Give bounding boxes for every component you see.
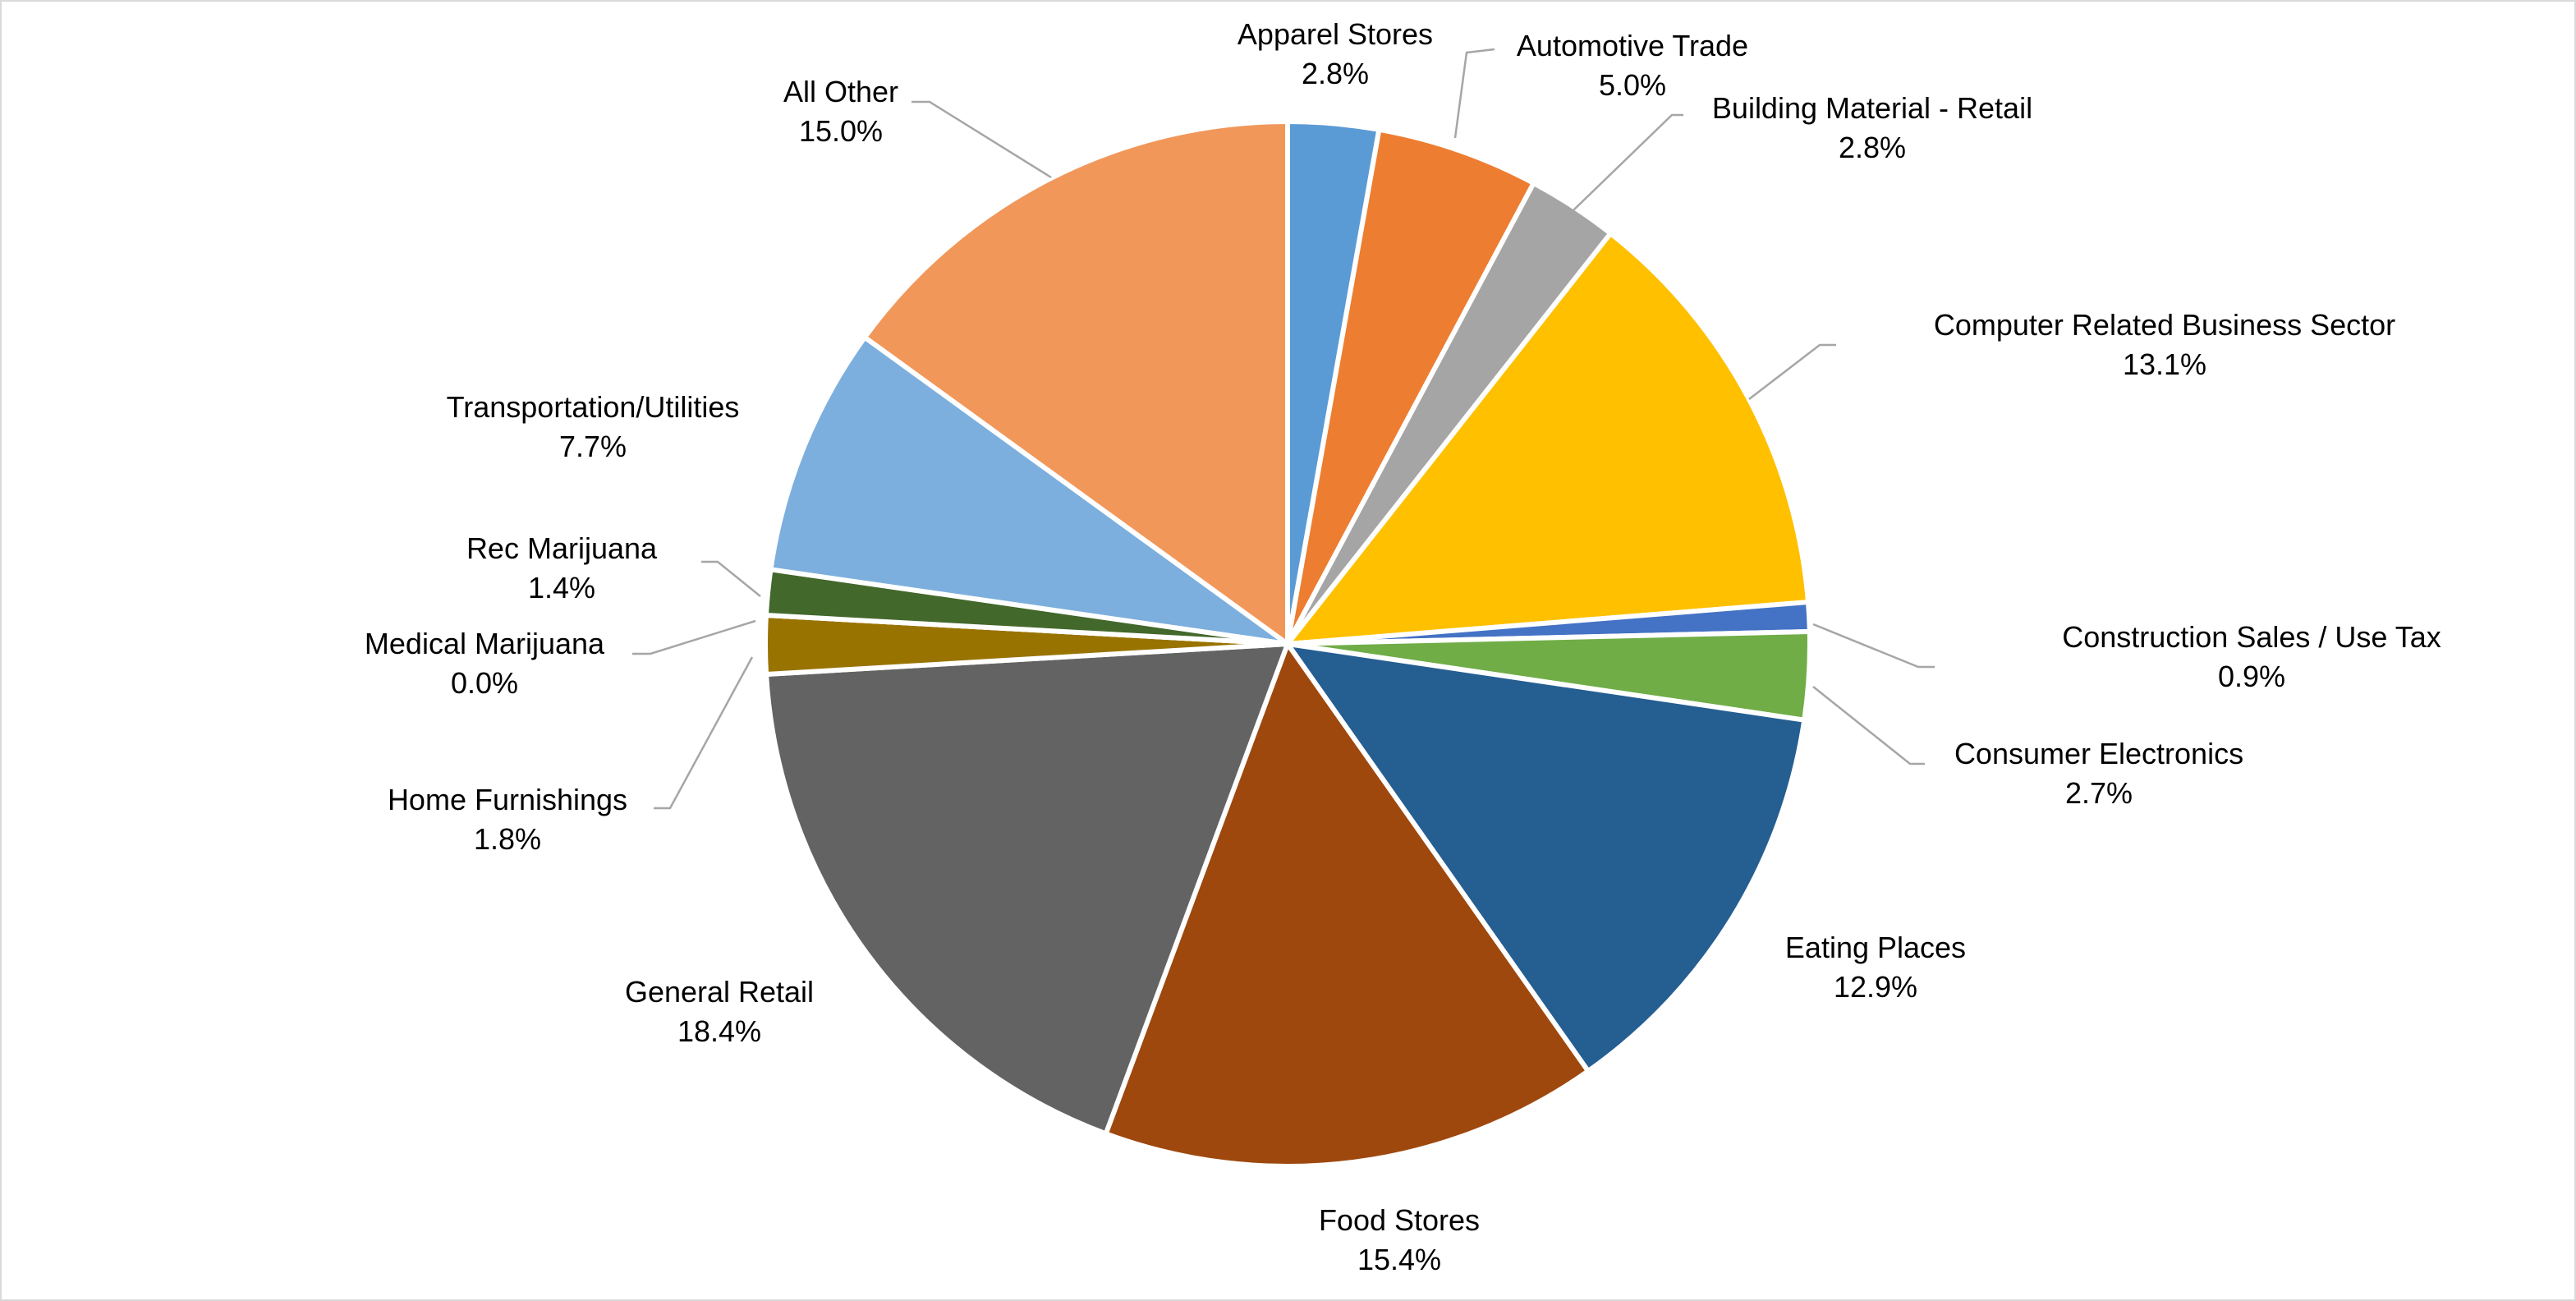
pie-slice-food-stores [1103,641,1591,1169]
data-label-value-home-furnishings: 1.8% [474,822,541,856]
leader-line-computer-related-business-sector [1748,343,1836,400]
data-label-name-rec-marijuana: Rec Marijuana [466,531,658,565]
data-label-name-automotive-trade: Automotive Trade [1517,29,1748,62]
leader-line-medical-marijuana [632,619,756,655]
pie-slice-eating-places [1285,641,1807,1074]
data-label-value-general-retail: 18.4% [677,1014,761,1048]
leader-line-automotive-trade [1453,48,1495,139]
leader-line-home-furnishings [654,656,754,810]
leader-line-building-material-retail [1573,113,1683,211]
pie-slice-automotive-trade [1285,126,1536,646]
data-label-name-home-furnishings: Home Furnishings [388,783,627,816]
pie-slice-all-other [862,119,1290,646]
data-label-value-transportation-utilities: 7.7% [559,430,627,463]
data-label-name-consumer-electronics: Consumer Electronics [1954,737,2243,770]
data-label-name-food-stores: Food Stores [1319,1203,1480,1237]
data-label-value-eating-places: 12.9% [1834,970,1917,1004]
data-label-value-construction-sales-use-tax: 0.9% [2218,660,2285,693]
data-label-name-apparel-stores: Apparel Stores [1237,17,1433,51]
data-label-value-apparel-stores: 2.8% [1302,57,1369,90]
data-label-value-computer-related-business-sector: 13.1% [2123,347,2206,381]
data-label-value-automotive-trade: 5.0% [1599,68,1666,102]
data-label-name-transportation-utilities: Transportation/Utilities [447,390,740,424]
leader-line-rec-marijuana [701,560,761,597]
data-label-value-all-other: 15.0% [799,114,883,148]
data-label-value-rec-marijuana: 1.4% [528,571,595,605]
data-label-name-all-other: All Other [783,75,898,108]
pie-slice-general-retail [764,641,1290,1137]
data-label-value-medical-marijuana: 0.0% [451,666,518,700]
data-label-value-food-stores: 15.4% [1357,1243,1441,1276]
leader-line-all-other [911,100,1052,179]
leader-line-construction-sales-use-tax [1812,623,1935,669]
data-label-name-construction-sales-use-tax: Construction Sales / Use Tax [2062,620,2441,654]
data-label-value-consumer-electronics: 2.7% [2065,776,2133,810]
leader-line-consumer-electronics [1812,686,1925,765]
pie-slice-transportation-utilities [768,334,1290,646]
data-label-name-computer-related-business-sector: Computer Related Business Sector [1934,308,2395,342]
data-label-name-general-retail: General Retail [625,975,814,1009]
data-label-name-eating-places: Eating Places [1785,931,1966,964]
data-label-name-medical-marijuana: Medical Marijuana [365,627,605,660]
data-label-name-building-material-retail: Building Material - Retail [1712,91,2032,125]
data-label-value-building-material-retail: 2.8% [1839,131,1906,164]
pie-slice-computer-related-business-sector [1285,231,1811,646]
